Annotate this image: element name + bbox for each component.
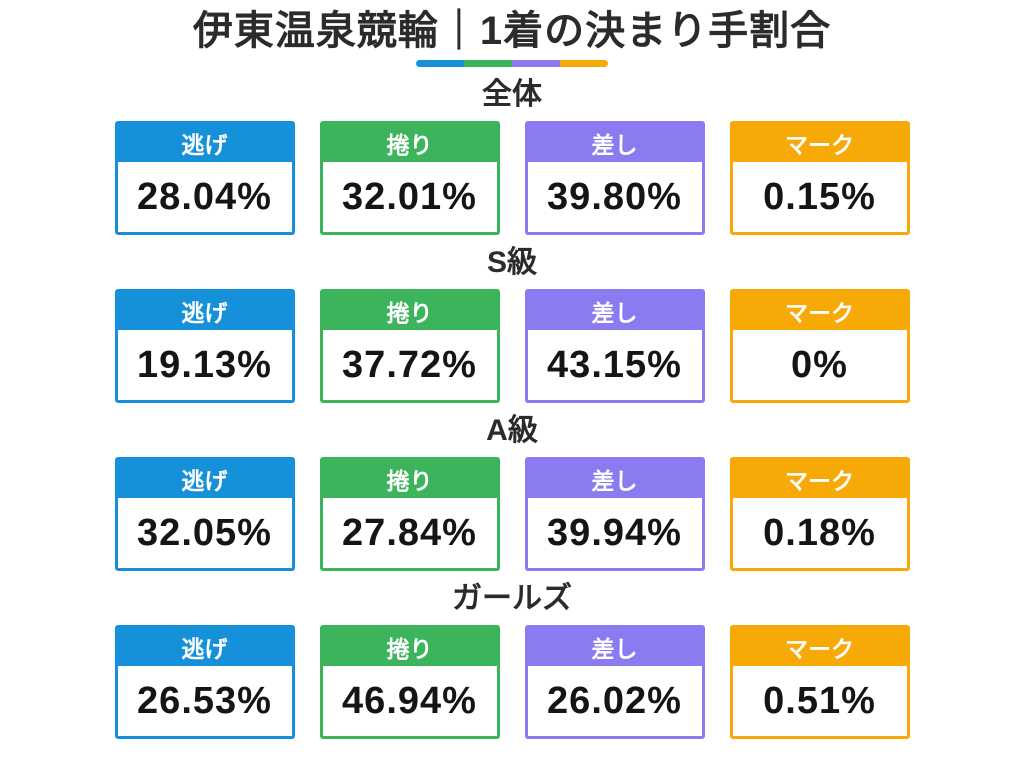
section-girls: ガールズ 逃げ 26.53% 捲り 46.94% 差し 26.02% マーク 0…: [0, 582, 1024, 739]
card-sashi-s-class: 差し 43.15%: [524, 289, 705, 403]
card-nige-s-class: 逃げ 19.13%: [114, 289, 295, 403]
underline-segment-blue: [416, 60, 464, 67]
card-label-sashi: 差し: [527, 124, 702, 162]
section-s-class: S級 逃げ 19.13% 捲り 37.72% 差し 43.15% マーク 0%: [0, 246, 1024, 403]
card-mark-a-class: マーク 0.18%: [729, 457, 910, 571]
section-heading-overall: 全体: [482, 78, 542, 111]
card-sashi-girls: 差し 26.02%: [524, 625, 705, 739]
card-makuri-a-class: 捲り 27.84%: [319, 457, 500, 571]
card-label-sashi: 差し: [527, 460, 702, 498]
underline-segment-yellow: [560, 60, 608, 67]
card-label-nige: 逃げ: [117, 460, 292, 498]
card-label-nige: 逃げ: [117, 124, 292, 162]
card-label-sashi: 差し: [527, 628, 702, 666]
card-mark-overall: マーク 0.15%: [729, 121, 910, 235]
card-value-mark-a-class: 0.18%: [732, 498, 907, 568]
card-row-a-class: 逃げ 32.05% 捲り 27.84% 差し 39.94% マーク 0.18%: [114, 457, 910, 571]
card-mark-girls: マーク 0.51%: [729, 625, 910, 739]
card-makuri-overall: 捲り 32.01%: [319, 121, 500, 235]
card-value-mark-girls: 0.51%: [732, 666, 907, 736]
card-row-s-class: 逃げ 19.13% 捲り 37.72% 差し 43.15% マーク 0%: [114, 289, 910, 403]
underline-segment-green: [464, 60, 512, 67]
card-nige-a-class: 逃げ 32.05%: [114, 457, 295, 571]
card-label-mark: マーク: [732, 292, 907, 330]
card-nige-girls: 逃げ 26.53%: [114, 625, 295, 739]
card-value-nige-a-class: 32.05%: [117, 498, 292, 568]
card-label-makuri: 捲り: [322, 628, 497, 666]
section-heading-a-class: A級: [486, 414, 538, 447]
section-overall: 全体 逃げ 28.04% 捲り 32.01% 差し 39.80% マーク 0.1…: [0, 78, 1024, 235]
card-mark-s-class: マーク 0%: [729, 289, 910, 403]
card-value-nige-s-class: 19.13%: [117, 330, 292, 400]
card-value-sashi-s-class: 43.15%: [527, 330, 702, 400]
section-a-class: A級 逃げ 32.05% 捲り 27.84% 差し 39.94% マーク 0.1…: [0, 414, 1024, 571]
card-value-makuri-girls: 46.94%: [322, 666, 497, 736]
card-label-makuri: 捲り: [322, 292, 497, 330]
card-value-makuri-s-class: 37.72%: [322, 330, 497, 400]
page-title: 伊東温泉競輪｜1着の決まり手割合: [192, 9, 832, 53]
card-label-nige: 逃げ: [117, 628, 292, 666]
card-value-nige-girls: 26.53%: [117, 666, 292, 736]
card-sashi-a-class: 差し 39.94%: [524, 457, 705, 571]
card-label-mark: マーク: [732, 460, 907, 498]
underline-segment-purple: [512, 60, 560, 67]
card-value-nige-overall: 28.04%: [117, 162, 292, 232]
section-heading-s-class: S級: [486, 246, 537, 279]
card-value-mark-overall: 0.15%: [732, 162, 907, 232]
title-underline: [416, 60, 608, 67]
card-makuri-girls: 捲り 46.94%: [319, 625, 500, 739]
card-nige-overall: 逃げ 28.04%: [114, 121, 295, 235]
card-label-mark: マーク: [732, 124, 907, 162]
card-value-makuri-overall: 32.01%: [322, 162, 497, 232]
card-label-mark: マーク: [732, 628, 907, 666]
card-value-mark-s-class: 0%: [732, 330, 907, 400]
card-value-sashi-a-class: 39.94%: [527, 498, 702, 568]
card-value-makuri-a-class: 27.84%: [322, 498, 497, 568]
card-label-sashi: 差し: [527, 292, 702, 330]
card-value-sashi-girls: 26.02%: [527, 666, 702, 736]
card-row-overall: 逃げ 28.04% 捲り 32.01% 差し 39.80% マーク 0.15%: [114, 121, 910, 235]
card-value-sashi-overall: 39.80%: [527, 162, 702, 232]
card-label-nige: 逃げ: [117, 292, 292, 330]
card-sashi-overall: 差し 39.80%: [524, 121, 705, 235]
section-heading-girls: ガールズ: [452, 582, 572, 615]
card-row-girls: 逃げ 26.53% 捲り 46.94% 差し 26.02% マーク 0.51%: [114, 625, 910, 739]
card-label-makuri: 捲り: [322, 460, 497, 498]
card-makuri-s-class: 捲り 37.72%: [319, 289, 500, 403]
card-label-makuri: 捲り: [322, 124, 497, 162]
infographic-page: 伊東温泉競輪｜1着の決まり手割合 全体 逃げ 28.04% 捲り 32.01% …: [0, 9, 1024, 739]
